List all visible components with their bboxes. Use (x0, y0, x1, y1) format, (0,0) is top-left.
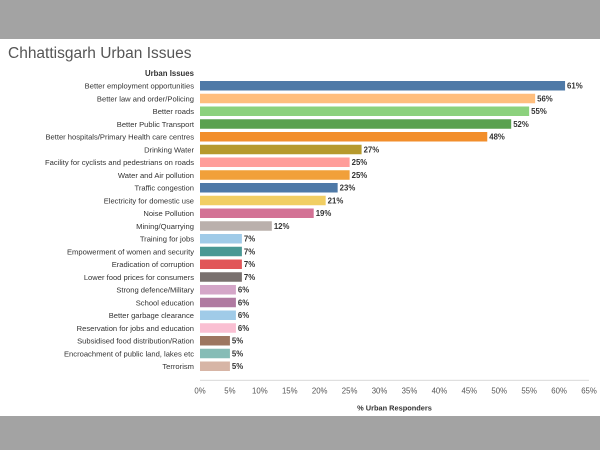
value-label: 48% (489, 133, 505, 142)
category-label: Empowerment of women and security (67, 247, 194, 256)
value-label: 5% (232, 337, 243, 346)
x-tick-label: 30% (372, 386, 388, 395)
bar (200, 183, 338, 193)
value-label: 56% (537, 94, 553, 103)
value-label: 12% (274, 222, 290, 231)
value-label: 6% (238, 311, 249, 320)
category-label: Facility for cyclists and pedestrians on… (45, 158, 194, 167)
category-label: Lower food prices for consumers (84, 273, 194, 282)
value-label: 7% (244, 235, 255, 244)
x-tick-label: 40% (432, 386, 448, 395)
bar (200, 81, 566, 91)
x-tick-label: 20% (312, 386, 328, 395)
value-label: 25% (352, 171, 368, 180)
bar (200, 246, 242, 257)
x-tick-label: 35% (402, 386, 418, 395)
bar (200, 234, 242, 244)
bar (200, 361, 230, 371)
bar (200, 119, 512, 129)
x-tick-label: 5% (224, 386, 235, 395)
bar (200, 221, 272, 231)
category-label: Training for jobs (140, 235, 194, 244)
category-label: Better employment opportunities (85, 82, 195, 91)
category-label: Better garbage clearance (109, 311, 194, 320)
value-label: 25% (352, 158, 368, 167)
category-label: School education (136, 298, 194, 307)
category-label: Subsidised food distribution/Ration (77, 337, 194, 346)
chart-card: Chhattisgarh Urban Issues Urban Issues Be… (0, 39, 600, 416)
category-label: Drinking Water (144, 145, 194, 154)
x-tick-label: 45% (462, 386, 478, 395)
value-label: 23% (340, 184, 356, 193)
bar (200, 93, 536, 104)
value-label: 61% (567, 82, 583, 91)
x-tick-label: 15% (282, 386, 298, 395)
category-label: Water and Air pollution (118, 171, 194, 180)
x-axis-title: % Urban Responders (357, 403, 432, 412)
bar (200, 195, 326, 206)
category-label: Better law and order/Policing (97, 94, 194, 103)
value-label: 6% (238, 298, 249, 307)
bar (200, 259, 242, 269)
category-label: Mining/Quarrying (136, 222, 194, 231)
category-label: Better hospitals/Primary Health care cen… (45, 133, 194, 142)
bar (200, 348, 230, 359)
bar (200, 310, 236, 320)
bar (200, 208, 314, 218)
bar (200, 170, 350, 180)
x-tick-label: 10% (252, 386, 268, 395)
category-label: Terrorism (162, 362, 194, 371)
value-label: 27% (364, 145, 380, 154)
category-label: Eradication of corruption (112, 260, 194, 269)
bar (200, 272, 242, 282)
bar-chart: Urban Issues Better employment opportunit… (45, 69, 597, 412)
category-label: Encroachment of public land, lakes etc (64, 349, 194, 358)
bar (200, 144, 362, 155)
bar (200, 157, 350, 167)
value-label: 6% (238, 324, 249, 333)
x-tick-label: 25% (342, 386, 358, 395)
category-label: Better roads (153, 107, 195, 116)
value-label: 7% (244, 260, 255, 269)
category-label: Reservation for jobs and education (77, 324, 194, 333)
value-label: 5% (232, 349, 243, 358)
category-label: Better Public Transport (117, 120, 195, 129)
x-tick-label: 55% (521, 386, 537, 395)
bar (200, 336, 230, 346)
value-label: 7% (244, 273, 255, 282)
bar (200, 106, 530, 116)
value-label: 6% (238, 286, 249, 295)
value-label: 21% (328, 196, 344, 205)
x-tick-label: 50% (491, 386, 507, 395)
x-tick-label: 60% (551, 386, 567, 395)
x-tick-label: 65% (581, 386, 597, 395)
x-tick-label: 0% (194, 386, 205, 395)
bar (200, 132, 488, 142)
bar (200, 285, 236, 295)
bar (200, 323, 236, 333)
value-label: 19% (316, 209, 332, 218)
value-label: 55% (531, 107, 547, 116)
row-header: Urban Issues (145, 69, 195, 78)
category-label: Noise Pollution (143, 209, 194, 218)
bar (200, 297, 236, 308)
value-label: 5% (232, 362, 243, 371)
chart-title: Chhattisgarh Urban Issues (8, 45, 192, 62)
category-label: Strong defence/Military (116, 286, 194, 295)
value-label: 7% (244, 247, 255, 256)
value-label: 52% (513, 120, 529, 129)
category-label: Traffic congestion (134, 184, 194, 193)
category-label: Electricity for domestic use (104, 196, 194, 205)
